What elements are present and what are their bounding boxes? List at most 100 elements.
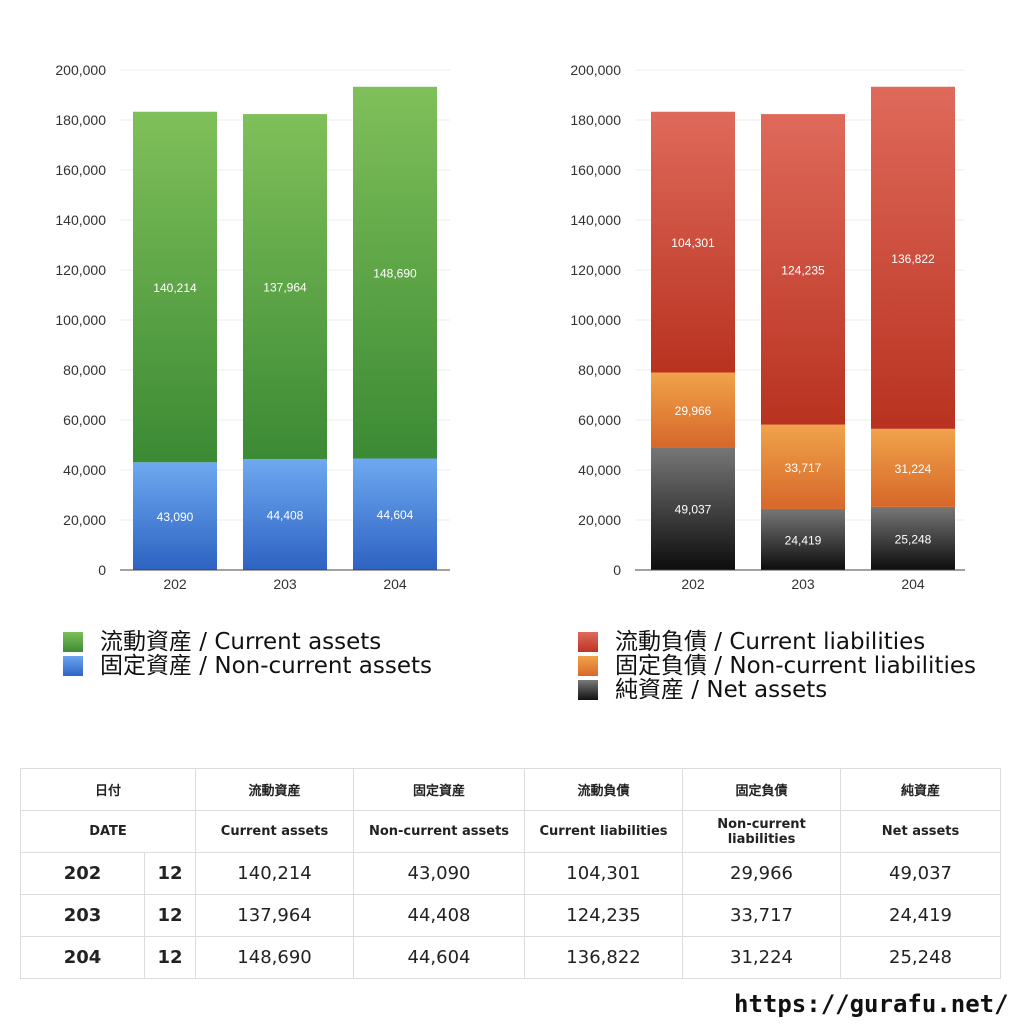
table-cell-year: 204 [20,936,145,979]
table-row: 204 12 148,690 44,604 136,822 31,224 25,… [20,936,1002,979]
y-tick-label: 120,000 [570,262,621,278]
legend-label-noncurrent-assets: 固定資産 / Non-current assets [100,653,433,679]
legend-swatch-current-liabilities [578,632,598,652]
legend-label-net-assets: 純資産 / Net assets [615,677,828,703]
bar-segment [761,114,845,425]
liabilities-chart: 0 20,000 40,000 60,000 80,000 100,000 120,000 1… [570,62,965,592]
y-tick-label: 0 [98,562,106,578]
x-tick-label: 203 [273,576,297,592]
y-tick-label: 40,000 [63,462,106,478]
data-label: 49,037 [675,503,712,517]
data-label: 44,604 [377,508,414,522]
bar-segment [651,372,735,448]
table-cell-year: 203 [20,894,145,937]
x-tick-label: 204 [383,576,407,592]
table-header-row-jp: 日付 流動資産 固定資産 流動負債 固定負債 純資産 [19,768,1002,811]
data-label: 124,235 [781,263,825,277]
legend-label-noncurrent-liabilities: 固定負債 / Non-current liabilities [615,653,976,679]
bar-segment [243,114,327,459]
y-tick-label: 200,000 [55,62,106,78]
table-cell: 25,248 [840,936,1002,979]
y-tick-label: 20,000 [63,512,106,528]
bar-segment [871,428,955,507]
legend-item-noncurrent-liabilities: 固定負債 / Non-current liabilities [578,654,976,678]
data-label: 24,419 [785,533,822,547]
legend-swatch-noncurrent-liabilities [578,656,598,676]
data-label: 148,690 [373,267,417,281]
header-noncurrent-assets-en: Non-current assets [353,810,526,853]
bar-segment [353,86,437,459]
table-cell: 44,604 [353,936,526,979]
legend-swatch-net-assets [578,680,598,700]
table-cell: 137,964 [195,894,355,937]
data-label: 33,717 [785,461,822,475]
legend-item-current-assets: 流動資産 / Current assets [63,630,432,654]
bar-segment [651,447,735,570]
bar-segment [353,458,437,570]
header-current-liabilities-en: Current liabilities [524,810,684,853]
header-net-assets-jp: 純資産 [840,768,1002,811]
table-cell: 148,690 [195,936,355,979]
header-net-assets-en: Net assets [840,810,1002,853]
header-date-jp: 日付 [19,768,197,811]
table-cell: 24,419 [840,894,1002,937]
data-label: 140,214 [153,281,197,295]
table-header-row-en: DATE Current assets Non-current assets C… [19,810,1002,853]
y-tick-label: 100,000 [55,312,106,328]
data-label: 136,822 [891,252,935,266]
y-tick-label: 20,000 [578,512,621,528]
table-cell-month: 12 [143,936,197,979]
y-tick-label: 140,000 [570,212,621,228]
x-tick-label: 202 [163,576,187,592]
legend-item-current-liabilities: 流動負債 / Current liabilities [578,630,976,654]
y-tick-label: 0 [613,562,621,578]
y-tick-label: 120,000 [55,262,106,278]
table-cell-month: 12 [143,894,197,937]
bar-segment [761,508,845,570]
table-cell: 31,224 [682,936,842,979]
header-noncurrent-assets-jp: 固定資産 [353,768,526,811]
y-tick-label: 60,000 [63,412,106,428]
table-row: 202 12 140,214 43,090 104,301 29,966 49,… [20,852,1002,895]
data-label: 43,090 [157,510,194,524]
header-current-assets-en: Current assets [195,810,355,853]
table-cell: 29,966 [682,852,842,895]
header-date-en: DATE [19,810,197,853]
bar-segment [243,458,327,570]
header-noncurrent-liabilities-en: Non-current liabilities [682,810,842,853]
table-row: 203 12 137,964 44,408 124,235 33,717 24,… [20,894,1002,937]
table-cell: 44,408 [353,894,526,937]
bar-segment [133,111,217,463]
table-cell: 104,301 [524,852,684,895]
legend-swatch-noncurrent-assets [63,656,83,676]
site-url: https://gurafu.net/ [734,990,1009,1018]
data-label: 137,964 [263,281,307,295]
table-cell: 140,214 [195,852,355,895]
bar-segment [871,506,955,570]
y-tick-label: 100,000 [570,312,621,328]
data-table: 日付 流動資産 固定資産 流動負債 固定負債 純資産 DATE Current … [19,768,1002,979]
data-label: 25,248 [895,532,932,546]
bar-segment [133,462,217,570]
assets-chart: 0 20,000 40,000 60,000 80,000 100,000 120,000 1… [55,62,450,592]
header-current-liabilities-jp: 流動負債 [524,768,684,811]
charts-canvas: 0 20,000 40,000 60,000 80,000 100,000 120,000 1… [55,62,965,592]
assets-legend: 流動資産 / Current assets 固定資産 / Non-current… [63,630,432,678]
table-cell: 136,822 [524,936,684,979]
x-tick-label: 202 [681,576,705,592]
table-cell-month: 12 [143,852,197,895]
bar-segment [761,424,845,509]
x-tick-label: 203 [791,576,815,592]
legend-item-noncurrent-assets: 固定資産 / Non-current assets [63,654,432,678]
y-tick-label: 160,000 [570,162,621,178]
data-label: 31,224 [895,462,932,476]
table-cell: 43,090 [353,852,526,895]
data-label: 104,301 [671,236,715,250]
table-cell: 49,037 [840,852,1002,895]
y-tick-label: 160,000 [55,162,106,178]
data-label: 29,966 [675,404,712,418]
table-cell: 124,235 [524,894,684,937]
y-tick-label: 80,000 [578,362,621,378]
header-noncurrent-liabilities-jp: 固定負債 [682,768,842,811]
y-tick-label: 80,000 [63,362,106,378]
